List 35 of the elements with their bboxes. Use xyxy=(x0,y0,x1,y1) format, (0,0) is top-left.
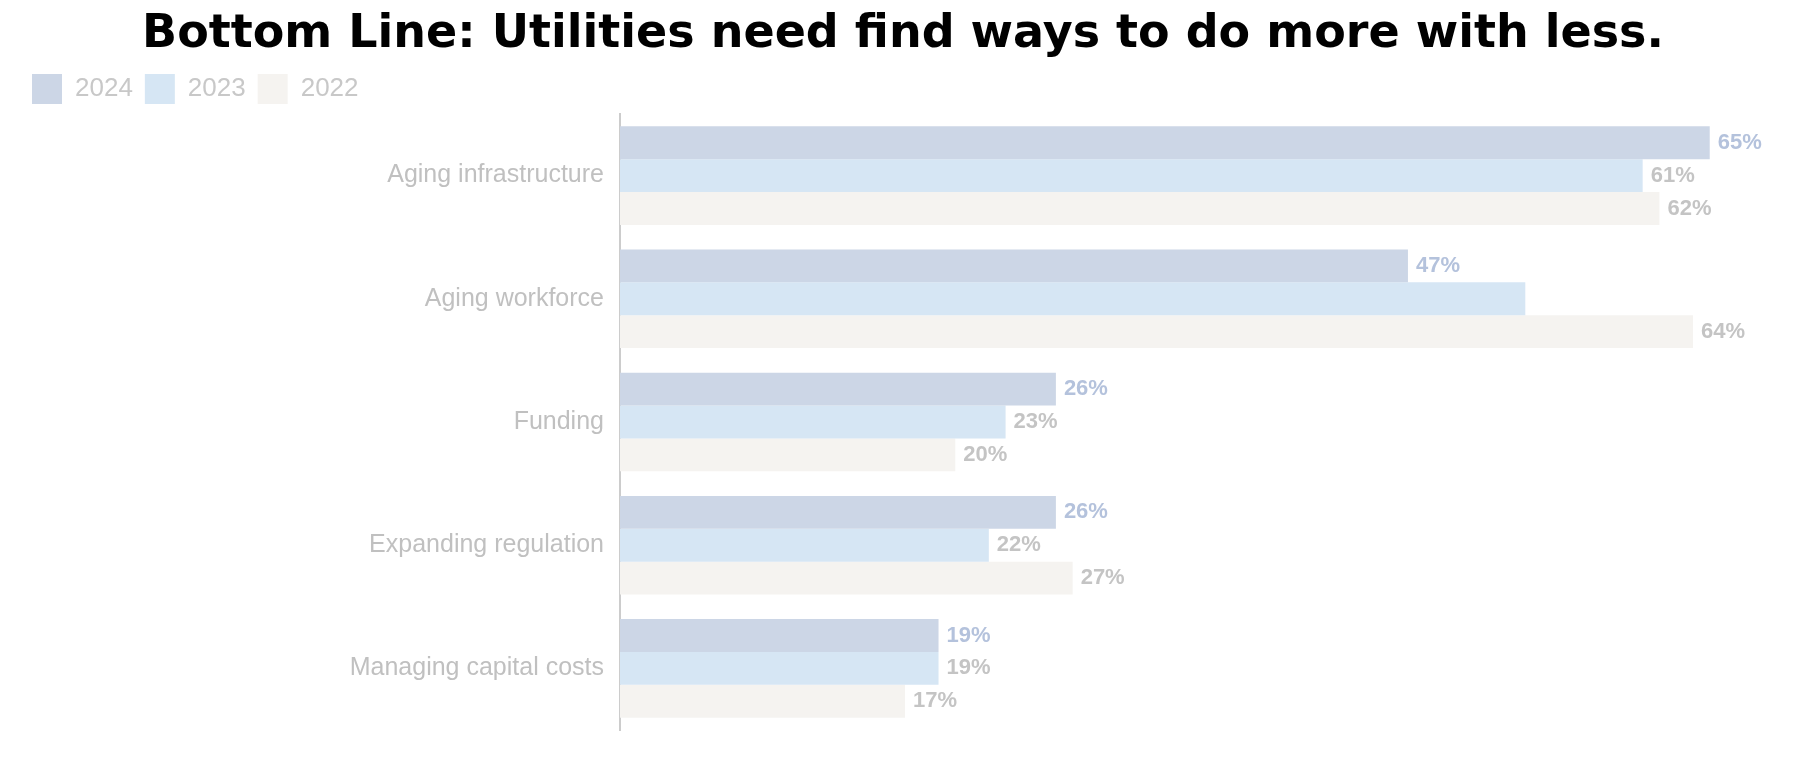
bar xyxy=(620,282,1526,316)
data-label: 22% xyxy=(996,531,1041,557)
bar xyxy=(620,249,1408,283)
data-label: 61% xyxy=(1650,161,1695,187)
bar xyxy=(620,315,1693,349)
y-tick-label: Expanding regulation xyxy=(369,529,604,558)
data-label: 65% xyxy=(1717,128,1762,154)
data-label: 23% xyxy=(1013,408,1058,434)
bar xyxy=(620,528,989,562)
y-tick-label: Managing capital costs xyxy=(349,652,604,681)
bar xyxy=(620,126,1710,160)
bar xyxy=(620,405,1006,439)
y-tick-label: Funding xyxy=(513,405,604,434)
y-tick-label: Aging infrastructure xyxy=(387,159,604,188)
bar xyxy=(620,438,956,472)
data-label: 47% xyxy=(1415,252,1460,278)
bar xyxy=(620,561,1073,595)
data-label: 27% xyxy=(1080,564,1125,590)
bar xyxy=(620,495,1056,529)
data-label: 26% xyxy=(1063,375,1108,401)
data-label: 17% xyxy=(913,687,958,713)
chart-title: Bottom Line: Utilities need find ways to do more with less. xyxy=(141,3,1665,60)
bar xyxy=(620,684,905,718)
data-label: 62% xyxy=(1667,194,1712,220)
data-label: 20% xyxy=(963,440,1008,466)
data-label: 64% xyxy=(1700,317,1745,343)
data-label: 19% xyxy=(946,621,991,647)
data-label: 19% xyxy=(946,654,991,680)
bar xyxy=(620,159,1643,193)
bar xyxy=(620,619,939,652)
bar xyxy=(620,192,1660,225)
y-tick-label: Aging workforce xyxy=(424,282,604,311)
bar xyxy=(620,651,939,685)
data-label: 26% xyxy=(1063,498,1108,524)
bar xyxy=(620,372,1056,406)
